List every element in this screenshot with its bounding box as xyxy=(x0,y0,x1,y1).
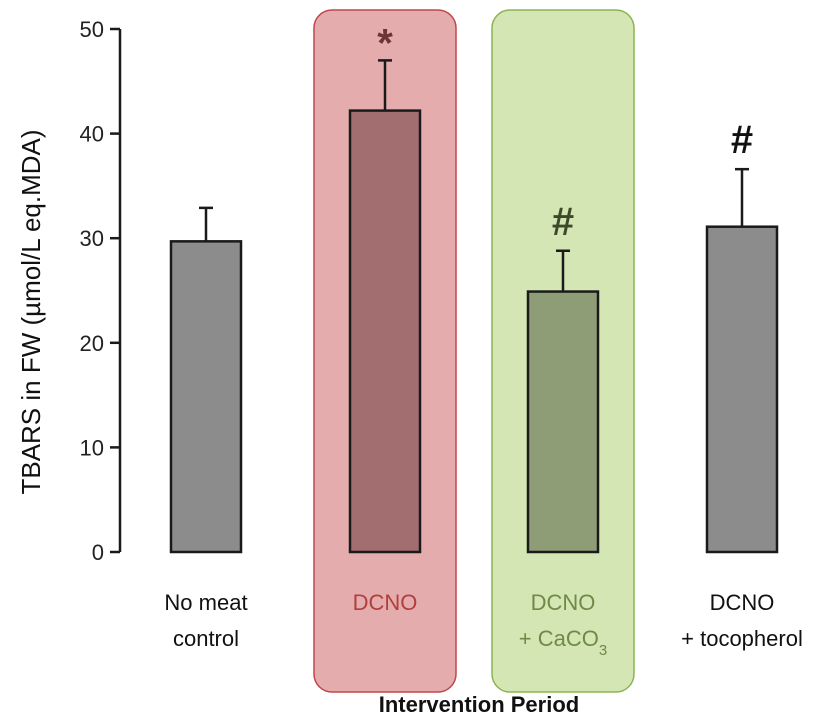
bar-2 xyxy=(526,290,600,554)
y-tick-label-0: 0 xyxy=(92,540,104,565)
category-label-3-line2: + tocopherol xyxy=(681,626,803,651)
category-label-2-subscript: 3 xyxy=(599,642,607,659)
y-tick-label-30: 30 xyxy=(80,226,104,251)
y-tick-label-40: 40 xyxy=(80,122,104,147)
significance-marker-3: # xyxy=(731,118,753,162)
y-axis: 0 10 20 30 40 50 xyxy=(80,17,122,565)
y-tick-label-10: 10 xyxy=(80,435,104,460)
significance-marker-2: # xyxy=(552,200,574,244)
y-tick-label-50: 50 xyxy=(80,17,104,42)
y-tick-label-20: 20 xyxy=(80,331,104,356)
x-axis-title: Intervention Period xyxy=(379,692,579,717)
category-label-2-line1: DCNO xyxy=(531,590,596,615)
y-axis-title: TBARS in FW (µmol/L eq.MDA) xyxy=(16,129,46,494)
bars: * # # xyxy=(169,21,779,554)
category-label-3-line1: DCNO xyxy=(710,590,775,615)
significance-marker-1: * xyxy=(377,21,393,65)
bar-0 xyxy=(169,240,243,554)
category-label-1-line1: DCNO xyxy=(353,590,418,615)
bar-3 xyxy=(705,225,779,554)
bar-1 xyxy=(348,109,422,554)
category-label-0-line1: No meat xyxy=(164,590,247,615)
category-label-0-line2: control xyxy=(173,626,239,651)
